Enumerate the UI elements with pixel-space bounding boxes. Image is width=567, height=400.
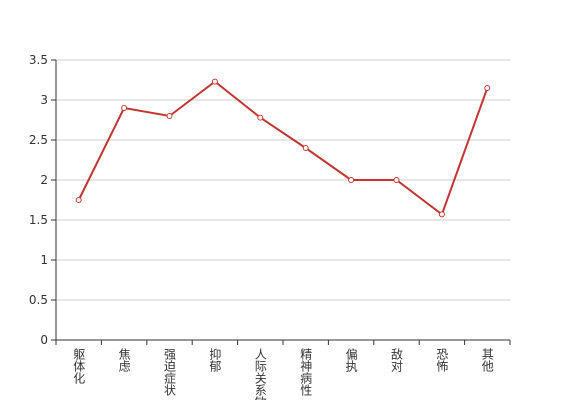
x-tick-label: 躯体化 xyxy=(72,347,86,385)
point xyxy=(121,105,128,111)
y-tick-label: 2 xyxy=(40,173,48,187)
x-tick-label: 敌对 xyxy=(390,347,404,372)
point xyxy=(348,177,355,183)
y-tick-label: 2.5 xyxy=(29,133,48,147)
y-tick-label: 0 xyxy=(40,333,48,347)
y-tick-label: 1 xyxy=(40,253,48,267)
x-tick-label: 抑郁 xyxy=(208,347,222,373)
x-tick-label: 强迫症状 xyxy=(163,348,177,396)
x-tick-label: 精神病性 xyxy=(299,348,313,397)
point xyxy=(438,211,445,218)
point xyxy=(75,197,82,203)
point xyxy=(211,78,218,85)
x-tick-label: 恐怖 xyxy=(435,348,449,372)
point xyxy=(484,85,491,91)
x-tick-label: 其他 xyxy=(480,348,494,372)
point xyxy=(393,177,400,183)
y-tick-label: 3.5 xyxy=(29,53,48,67)
x-tick-label: 焦虑 xyxy=(117,348,131,372)
y-tick-label: 1.5 xyxy=(29,213,48,227)
x-tick-label: 偏执 xyxy=(344,347,358,373)
point xyxy=(257,114,264,121)
line xyxy=(77,80,489,217)
y-tick-label: 0.5 xyxy=(29,293,48,307)
y-tick-label: 3 xyxy=(40,93,48,107)
point xyxy=(302,145,309,151)
point xyxy=(166,113,173,119)
x-tick-label: 人际关系敏感 xyxy=(253,348,267,400)
